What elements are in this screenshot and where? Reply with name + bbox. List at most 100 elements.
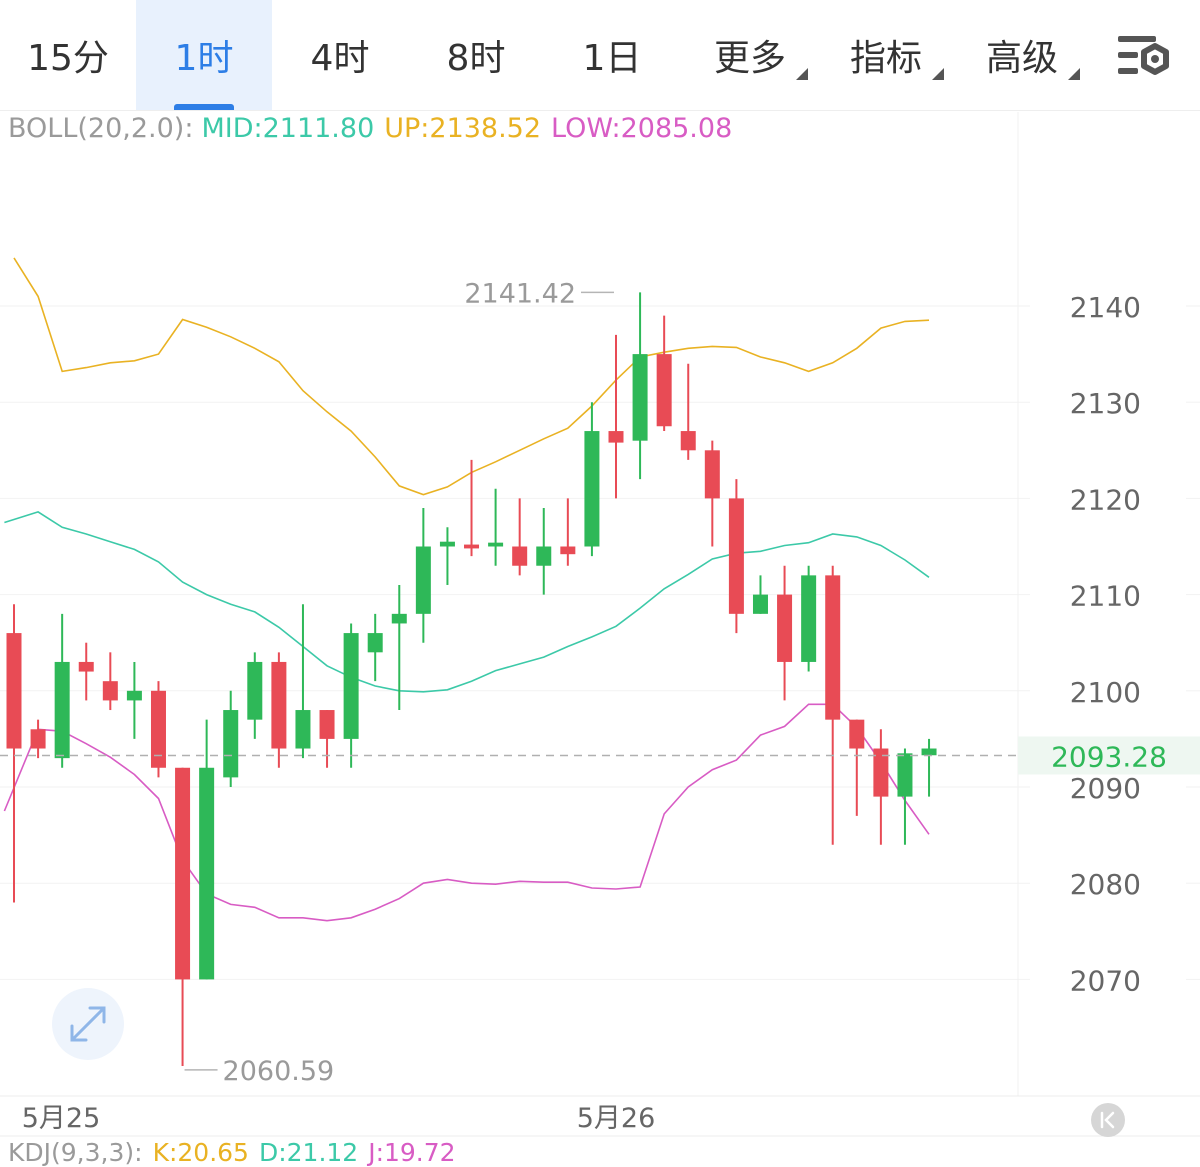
tab-label: 15分 <box>27 38 109 79</box>
candle-body <box>6 633 22 749</box>
expand-arrows-icon <box>70 1006 106 1042</box>
kdj-k: K:20.65 <box>152 1138 249 1167</box>
candle <box>175 767 191 1066</box>
candle-body <box>78 661 94 672</box>
candle-body <box>150 690 166 768</box>
candle-body <box>488 542 504 547</box>
tab-15min[interactable]: 15分 <box>0 0 136 110</box>
y-tick-label: 2130 <box>1070 387 1141 420</box>
candle-body <box>319 710 335 739</box>
boll-low-label: LOW: <box>551 113 621 144</box>
candle <box>825 565 841 845</box>
dropdown-triangle-icon <box>1068 68 1080 80</box>
candle-body <box>247 661 263 720</box>
candle-body <box>102 681 118 701</box>
tab-label: 1时 <box>174 38 234 79</box>
candle-body <box>536 546 552 566</box>
candle <box>367 613 383 682</box>
tab-advanced-dropdown[interactable]: 高级 <box>962 0 1082 110</box>
candle <box>271 652 287 768</box>
candle-body <box>415 546 431 614</box>
candle-body <box>873 748 889 797</box>
expand-button[interactable] <box>52 988 124 1060</box>
candle-body <box>439 541 455 547</box>
candle <box>6 604 22 903</box>
candle <box>391 584 407 711</box>
candle-body <box>728 498 744 614</box>
boll-up-value: 2138.52 <box>429 113 542 144</box>
candle <box>608 334 624 499</box>
low-marker-label: 2060.59 <box>223 1056 335 1087</box>
boll-name: BOLL(20,2.0): <box>8 113 194 144</box>
kdj-name: KDJ(9,3,3): <box>8 1138 143 1167</box>
candle <box>801 565 817 672</box>
candle-body <box>897 753 913 797</box>
tab-4hour[interactable]: 4时 <box>272 0 408 110</box>
candle <box>464 459 480 557</box>
x-tick-label: 5月25 <box>22 1103 101 1134</box>
chart-settings-icon[interactable] <box>1116 34 1170 80</box>
candle-body <box>295 710 311 749</box>
x-tick-label: 5月26 <box>577 1103 656 1134</box>
candle <box>632 292 648 480</box>
boll-legend: BOLL(20,2.0): MID:2111.80 UP:2138.52 LOW:20… <box>8 113 742 144</box>
candle <box>30 719 46 759</box>
candle-body <box>54 661 70 759</box>
y-tick-label: 2110 <box>1070 580 1141 613</box>
candle-body <box>30 729 46 749</box>
kdj-d: D:21.12 <box>258 1138 359 1167</box>
y-tick-label: 2090 <box>1070 772 1141 805</box>
scroll-to-start-button[interactable] <box>1091 1103 1125 1137</box>
candle-body <box>849 719 865 749</box>
candle <box>343 623 359 768</box>
candle-body <box>512 546 528 566</box>
tab-1hour[interactable]: 1时 <box>136 0 272 110</box>
tab-8hour[interactable]: 8时 <box>408 0 544 110</box>
y-tick-label: 2120 <box>1070 483 1141 516</box>
dropdown-triangle-icon <box>932 68 944 80</box>
candle-body <box>584 431 600 547</box>
period-tab-bar: 15分 1时 4时 8时 1日 更多 指标 高级 <box>0 0 1200 111</box>
tab-label: 指标 <box>849 38 922 79</box>
candle <box>680 363 696 460</box>
candle-body <box>752 594 768 614</box>
candle <box>150 681 166 778</box>
candle <box>439 527 455 585</box>
boll-mid-value: 2111.80 <box>262 113 375 144</box>
tab-label: 8时 <box>446 38 506 79</box>
candle-body <box>704 450 720 499</box>
candle <box>897 748 913 845</box>
last-price-label: 2093.28 <box>1051 740 1167 773</box>
candle <box>319 710 335 768</box>
candle-body <box>343 633 359 739</box>
candle <box>704 440 720 547</box>
candle <box>512 498 528 576</box>
candle <box>247 652 263 739</box>
candle-body <box>126 690 142 701</box>
dropdown-triangle-icon <box>796 68 808 80</box>
y-tick-label: 2140 <box>1070 291 1141 324</box>
candle <box>223 690 239 787</box>
tab-label: 4时 <box>310 38 370 79</box>
candle <box>656 315 672 432</box>
candle-body <box>801 575 817 662</box>
tab-more-dropdown[interactable]: 更多 <box>690 0 810 110</box>
candle-body <box>391 613 407 624</box>
tab-indicators-dropdown[interactable]: 指标 <box>826 0 946 110</box>
candle-body <box>656 354 672 427</box>
kdj-j: J:19.72 <box>368 1138 456 1167</box>
candle <box>415 508 431 643</box>
candle-body <box>560 546 576 555</box>
candle <box>102 652 118 711</box>
candle <box>78 642 94 701</box>
tab-label: 更多 <box>713 38 786 79</box>
candle-body <box>464 544 480 549</box>
candle <box>921 738 937 797</box>
candle-body <box>632 354 648 441</box>
tab-label: 1日 <box>582 38 642 79</box>
tab-1day[interactable]: 1日 <box>544 0 680 110</box>
boll-low-line <box>3 703 930 922</box>
high-marker-label: 2141.42 <box>464 278 576 309</box>
candle <box>584 402 600 557</box>
